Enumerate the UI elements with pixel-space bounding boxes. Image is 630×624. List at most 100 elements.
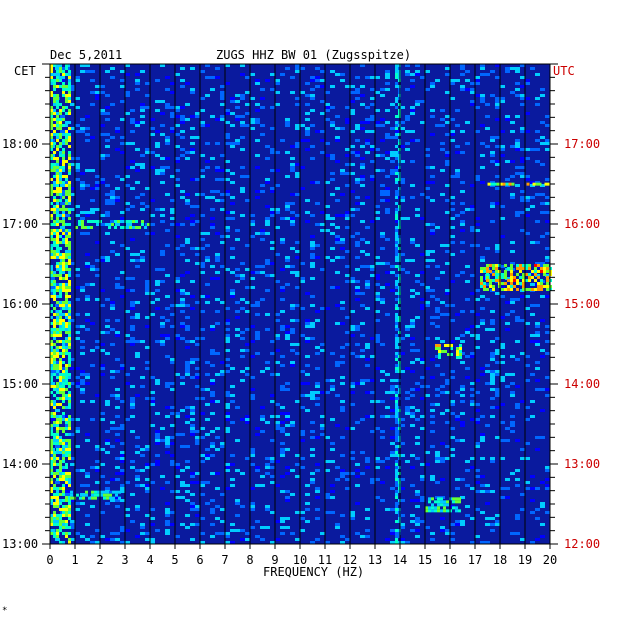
heat-cell xyxy=(130,466,135,469)
feature-cell xyxy=(56,517,59,520)
feature-cell xyxy=(483,285,486,288)
heat-cell xyxy=(315,496,320,499)
heat-cell xyxy=(340,241,345,244)
feature-cell xyxy=(53,325,56,328)
heat-cell xyxy=(185,514,190,517)
heat-cell xyxy=(330,223,335,226)
heat-cell xyxy=(355,76,360,79)
heat-cell xyxy=(365,280,370,283)
heat-cell xyxy=(290,532,295,535)
feature-cell xyxy=(68,184,71,187)
x-tick-label: 18 xyxy=(492,553,508,567)
heat-cell xyxy=(495,202,500,205)
heat-cell xyxy=(310,304,315,307)
heat-cell xyxy=(485,283,490,286)
heat-cell xyxy=(415,535,420,538)
heat-cell xyxy=(400,454,405,457)
heat-cell xyxy=(525,130,530,133)
heat-cell xyxy=(485,382,490,385)
feature-cell xyxy=(68,517,71,520)
heat-cell xyxy=(505,178,510,181)
heat-cell xyxy=(305,118,310,121)
feature-cell xyxy=(68,373,71,376)
heat-cell xyxy=(425,304,430,307)
heat-cell xyxy=(115,199,120,202)
feature-cell xyxy=(395,322,398,325)
heat-cell xyxy=(160,334,165,337)
heat-cell xyxy=(310,241,315,244)
heat-cell xyxy=(60,235,65,238)
feature-cell xyxy=(50,124,53,127)
heat-cell xyxy=(215,310,220,313)
heat-cell xyxy=(545,196,550,199)
heat-cell xyxy=(475,334,480,337)
heat-cell xyxy=(475,178,480,181)
feature-cell xyxy=(65,97,68,100)
feature-cell xyxy=(65,124,68,127)
heat-cell xyxy=(185,361,190,364)
heat-cell xyxy=(310,124,315,127)
heat-cell xyxy=(245,310,250,313)
heat-cell xyxy=(280,442,285,445)
heat-cell xyxy=(490,328,495,331)
feature-cell xyxy=(395,172,398,175)
feature-cell xyxy=(50,487,53,490)
heat-cell xyxy=(290,328,295,331)
feature-cell xyxy=(62,82,65,85)
heat-cell xyxy=(225,349,230,352)
feature-cell xyxy=(62,304,65,307)
heat-cell xyxy=(175,157,180,160)
feature-cell xyxy=(53,238,56,241)
feature-cell xyxy=(53,439,56,442)
feature-cell xyxy=(68,256,71,259)
heat-cell xyxy=(210,442,215,445)
heat-cell xyxy=(115,406,120,409)
feature-cell xyxy=(68,307,71,310)
heat-cell xyxy=(515,67,520,70)
heat-cell xyxy=(295,103,300,106)
heat-cell xyxy=(325,154,330,157)
heat-cell xyxy=(400,478,405,481)
heat-cell xyxy=(105,199,110,202)
heat-cell xyxy=(350,214,355,217)
heat-cell xyxy=(315,181,320,184)
feature-cell xyxy=(50,358,53,361)
feature-cell xyxy=(534,267,537,270)
feature-cell xyxy=(68,511,71,514)
heat-cell xyxy=(430,322,435,325)
heat-cell xyxy=(520,229,525,232)
heat-cell xyxy=(240,94,245,97)
feature-cell xyxy=(431,497,434,501)
heat-cell xyxy=(390,385,395,388)
heat-cell xyxy=(130,430,135,433)
heat-cell xyxy=(225,334,230,337)
feature-cell xyxy=(450,344,453,347)
heat-cell xyxy=(130,520,135,523)
heat-cell xyxy=(385,508,390,511)
heat-cell xyxy=(115,397,120,400)
heat-cell xyxy=(245,301,250,304)
feature-cell xyxy=(395,472,398,475)
heat-cell xyxy=(165,382,170,385)
feature-cell xyxy=(395,358,398,361)
heat-cell xyxy=(155,463,160,466)
heat-cell xyxy=(365,265,370,268)
feature-cell xyxy=(53,280,56,283)
heat-cell xyxy=(195,193,200,196)
heat-cell xyxy=(145,478,150,481)
feature-cell xyxy=(507,267,510,270)
heat-cell xyxy=(90,541,95,544)
heat-cell xyxy=(305,337,310,340)
feature-cell xyxy=(486,264,489,267)
heat-cell xyxy=(155,208,160,211)
heat-cell xyxy=(500,154,505,157)
heat-cell xyxy=(410,130,415,133)
feature-cell xyxy=(435,344,438,347)
heat-cell xyxy=(415,139,420,142)
heat-cell xyxy=(460,520,465,523)
heat-cell xyxy=(190,493,195,496)
heat-cell xyxy=(460,151,465,154)
feature-cell xyxy=(62,487,65,490)
heat-cell xyxy=(245,367,250,370)
heat-cell xyxy=(95,85,100,88)
